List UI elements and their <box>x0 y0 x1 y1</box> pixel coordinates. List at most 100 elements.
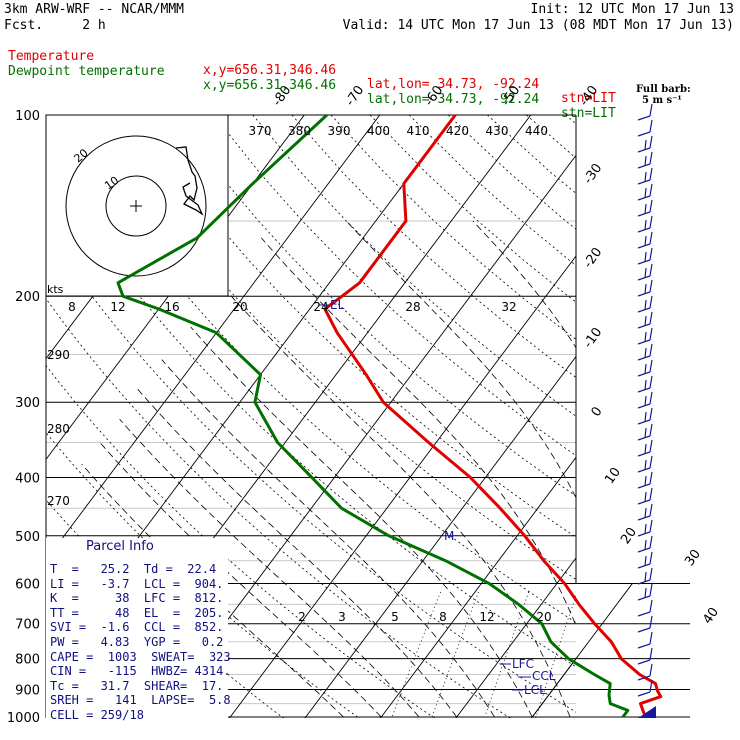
isotherm-line <box>530 657 576 718</box>
wind-barb <box>637 435 651 441</box>
wind-barb-flag <box>649 295 653 309</box>
wind-barb <box>637 499 651 505</box>
wind-barb <box>637 227 651 233</box>
wind-barb-flag <box>649 311 653 325</box>
wind-barb-flag <box>644 395 647 407</box>
wind-barb-flag <box>644 475 647 487</box>
wind-barb <box>637 259 651 265</box>
isotherm-label: -20 <box>581 245 605 271</box>
wind-barb-flag <box>644 427 647 439</box>
wind-barb-flag <box>644 299 647 311</box>
isotherm-label: 20 <box>618 525 640 547</box>
wind-barb-flag <box>644 587 647 599</box>
isotherm-line <box>0 115 2 730</box>
wind-barb-flag <box>644 219 647 231</box>
wind-barb-flag <box>644 155 647 167</box>
wind-barb <box>637 323 651 329</box>
isotherm-line <box>228 255 576 718</box>
wind-barb <box>637 275 651 281</box>
isotherm-label: -10 <box>581 325 605 351</box>
wind-barb-flag <box>644 267 647 279</box>
parcel-info-box: Parcel Info T = 25.2 Td = 22.4 LI = -3.7… <box>46 538 231 726</box>
isotherm-label: -50 <box>499 83 523 109</box>
hodograph-speed-label: 16 <box>164 300 179 314</box>
theta-label: 400 <box>367 124 390 138</box>
barb-legend-line2: 5 m s⁻¹ <box>642 95 682 106</box>
dry-adiabat <box>213 115 576 457</box>
wind-barb-flag <box>649 471 653 485</box>
isotherm-label: 10 <box>602 465 624 487</box>
moist-adiabat <box>137 388 458 718</box>
wind-barb-flag <box>644 139 647 151</box>
wind-barb-flag <box>644 411 647 423</box>
theta-label: 390 <box>328 124 351 138</box>
ext-isotherm <box>531 583 633 718</box>
wind-barb-flag <box>644 379 647 391</box>
pressure-label: 800 <box>15 653 40 668</box>
wind-barb-flag <box>649 567 653 581</box>
wind-barb <box>637 163 651 169</box>
marker-el: EL <box>330 298 345 312</box>
temperature-latlon: lat,lon= 34.73, -92.24 <box>367 77 540 92</box>
hodograph-speed-label: 32 <box>501 300 516 314</box>
wind-barb <box>637 371 651 377</box>
mixing-ratio-line <box>484 591 530 718</box>
dewpoint-profile <box>116 113 630 718</box>
wind-barb <box>637 339 651 345</box>
mixing-ratio-label: 3 <box>338 610 346 624</box>
parcel-row: CELL = 259/18 <box>50 708 144 722</box>
wind-barb-flag <box>649 519 653 533</box>
wind-barb-flag <box>649 615 653 629</box>
hodograph-speed-label: 24 <box>313 300 328 314</box>
temperature-xy: x,y=656.31,346.46 <box>203 63 337 78</box>
isotherm-line <box>304 355 576 718</box>
barb-legend: Full barb: 5 m s⁻¹ <box>636 84 691 106</box>
wind-barb-flag <box>644 507 647 519</box>
parcel-row: LI = -3.7 LCL = 904. <box>50 576 224 591</box>
moist-adiabat <box>81 463 344 718</box>
wind-barb <box>637 243 651 249</box>
wind-barb-flag <box>649 135 653 149</box>
wind-barb-flag <box>644 523 647 535</box>
pressure-label: 600 <box>15 577 40 592</box>
mixing-ratio-label: 2 <box>298 610 306 624</box>
hodograph-trace <box>175 146 204 216</box>
wind-barb-flag <box>644 203 647 215</box>
wind-barb <box>637 643 651 649</box>
parcel-row: TT = 48 EL = 205. <box>50 605 224 620</box>
hodograph-ring <box>65 135 207 277</box>
dewpoint-latlon: lat,lon= 34.73, -92.24 <box>367 92 540 107</box>
hodograph-ring <box>105 175 167 237</box>
mixing-ratio-line <box>431 591 479 718</box>
wind-barb <box>637 659 651 665</box>
temperature-station: stn=LIT <box>561 91 616 106</box>
parcel-row: CAPE = 1003 SWEAT= 323 <box>50 649 231 664</box>
mixing-ratio-line <box>641 592 679 727</box>
wind-barb <box>637 387 651 393</box>
dry-adiabat <box>46 364 436 718</box>
wind-barb <box>637 179 651 185</box>
dry-adiabat <box>644 115 740 730</box>
hodograph-speed-label: 12 <box>110 300 125 314</box>
theta-label: 430 <box>486 124 509 138</box>
wind-barb-flag <box>649 423 653 437</box>
valid-time: Valid: 14 UTC Mon 17 Jun 13 (08 MDT Mon … <box>342 18 734 33</box>
wind-barb-flag <box>649 455 653 469</box>
wind-barb-flag <box>649 247 653 261</box>
wind-barb <box>637 611 651 617</box>
wind-barb <box>637 147 651 153</box>
wind-barb <box>637 627 651 633</box>
wind-barb <box>637 451 651 457</box>
wind-barb-flag <box>644 555 647 567</box>
wind-barb <box>637 403 651 409</box>
wind-barb-flag <box>649 375 653 389</box>
parcel-box-bg <box>46 538 228 726</box>
wind-barb-flag <box>644 251 647 263</box>
wind-barb <box>637 355 651 361</box>
wind-barb-flag <box>649 359 653 373</box>
pressure-label: 100 <box>15 109 40 124</box>
wind-barb-flag <box>644 331 647 343</box>
wind-barb <box>637 675 651 681</box>
pressure-label: 700 <box>15 618 40 633</box>
moist-adiabat <box>727 221 740 717</box>
